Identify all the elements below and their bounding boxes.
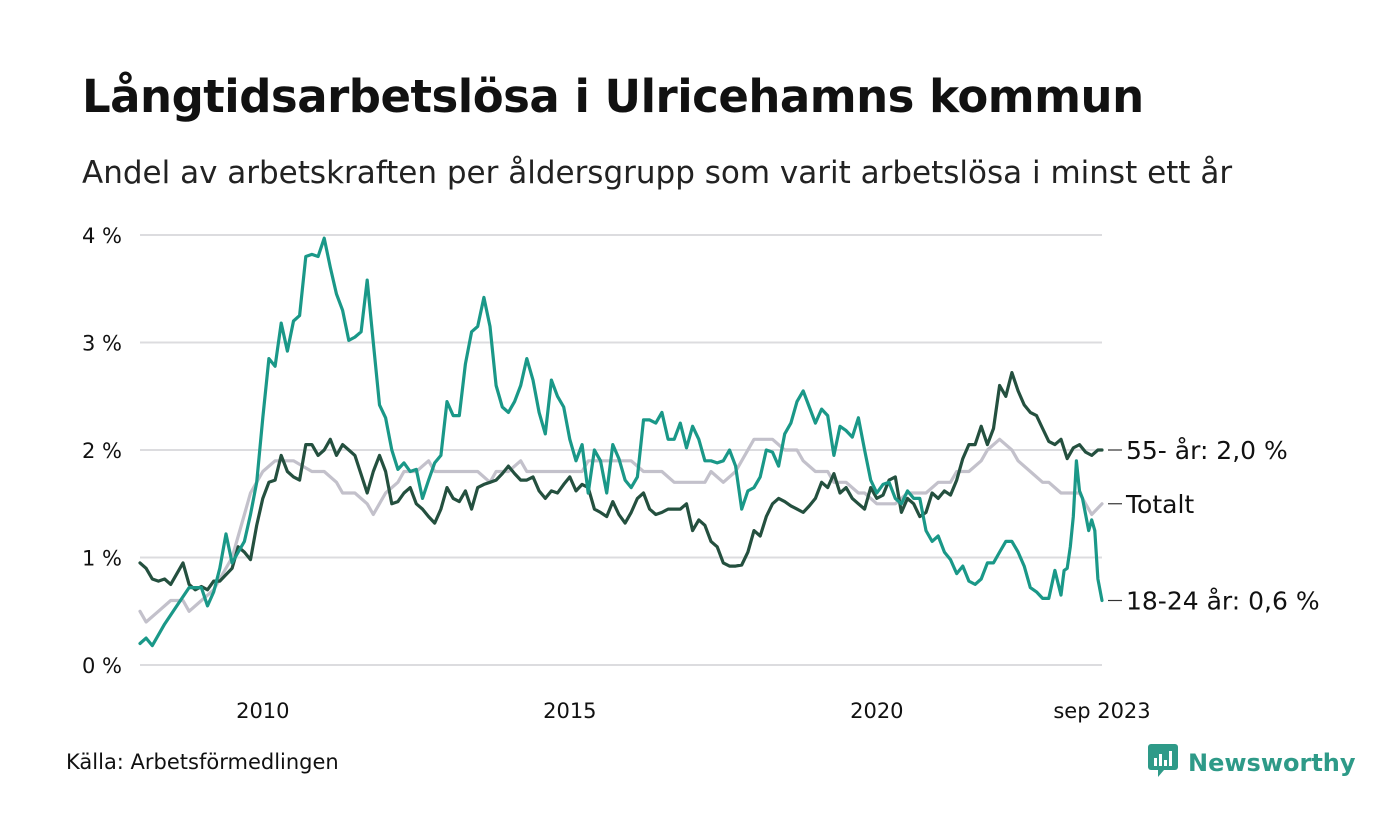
- y-tick-label: 4 %: [82, 224, 122, 248]
- source-note: Källa: Arbetsförmedlingen: [66, 750, 339, 774]
- newsworthy-logo-icon: [1148, 744, 1178, 782]
- y-tick-label: 0 %: [82, 654, 122, 678]
- series-line-0: [138, 437, 1104, 624]
- brand-name: Newsworthy: [1188, 749, 1356, 777]
- series-lines: [138, 236, 1104, 648]
- brand-logo[interactable]: Newsworthy: [1148, 744, 1356, 782]
- y-tick-label: 2 %: [82, 439, 122, 463]
- series-end-labels: 55- år: 2,0 % Totalt 18-24 år: 0,6 %: [1108, 436, 1320, 616]
- y-axis-ticks: 0 % 1 % 2 % 3 % 4 %: [82, 224, 122, 678]
- end-label-2: 18-24 år: 0,6 %: [1126, 587, 1320, 616]
- x-tick-label: sep 2023: [1053, 699, 1150, 723]
- y-tick-label: 1 %: [82, 547, 122, 571]
- y-tick-label: 3 %: [82, 332, 122, 356]
- gridlines: [140, 234, 1102, 666]
- chart-title: Långtidsarbetslösa i Ulricehamns kommun: [82, 70, 1144, 123]
- chart-subtitle: Andel av arbetskraften per åldersgrupp s…: [82, 155, 1233, 191]
- series-line-2: [138, 236, 1104, 648]
- end-label-1: 55- år: 2,0 %: [1126, 436, 1288, 465]
- series-line-1: [138, 371, 1104, 592]
- x-axis-ticks: 2010 2015 2020 sep 2023: [236, 699, 1151, 723]
- x-tick-label: 2010: [236, 699, 289, 723]
- x-tick-label: 2015: [543, 699, 596, 723]
- end-label-0: Totalt: [1125, 490, 1194, 519]
- x-tick-label: 2020: [850, 699, 903, 723]
